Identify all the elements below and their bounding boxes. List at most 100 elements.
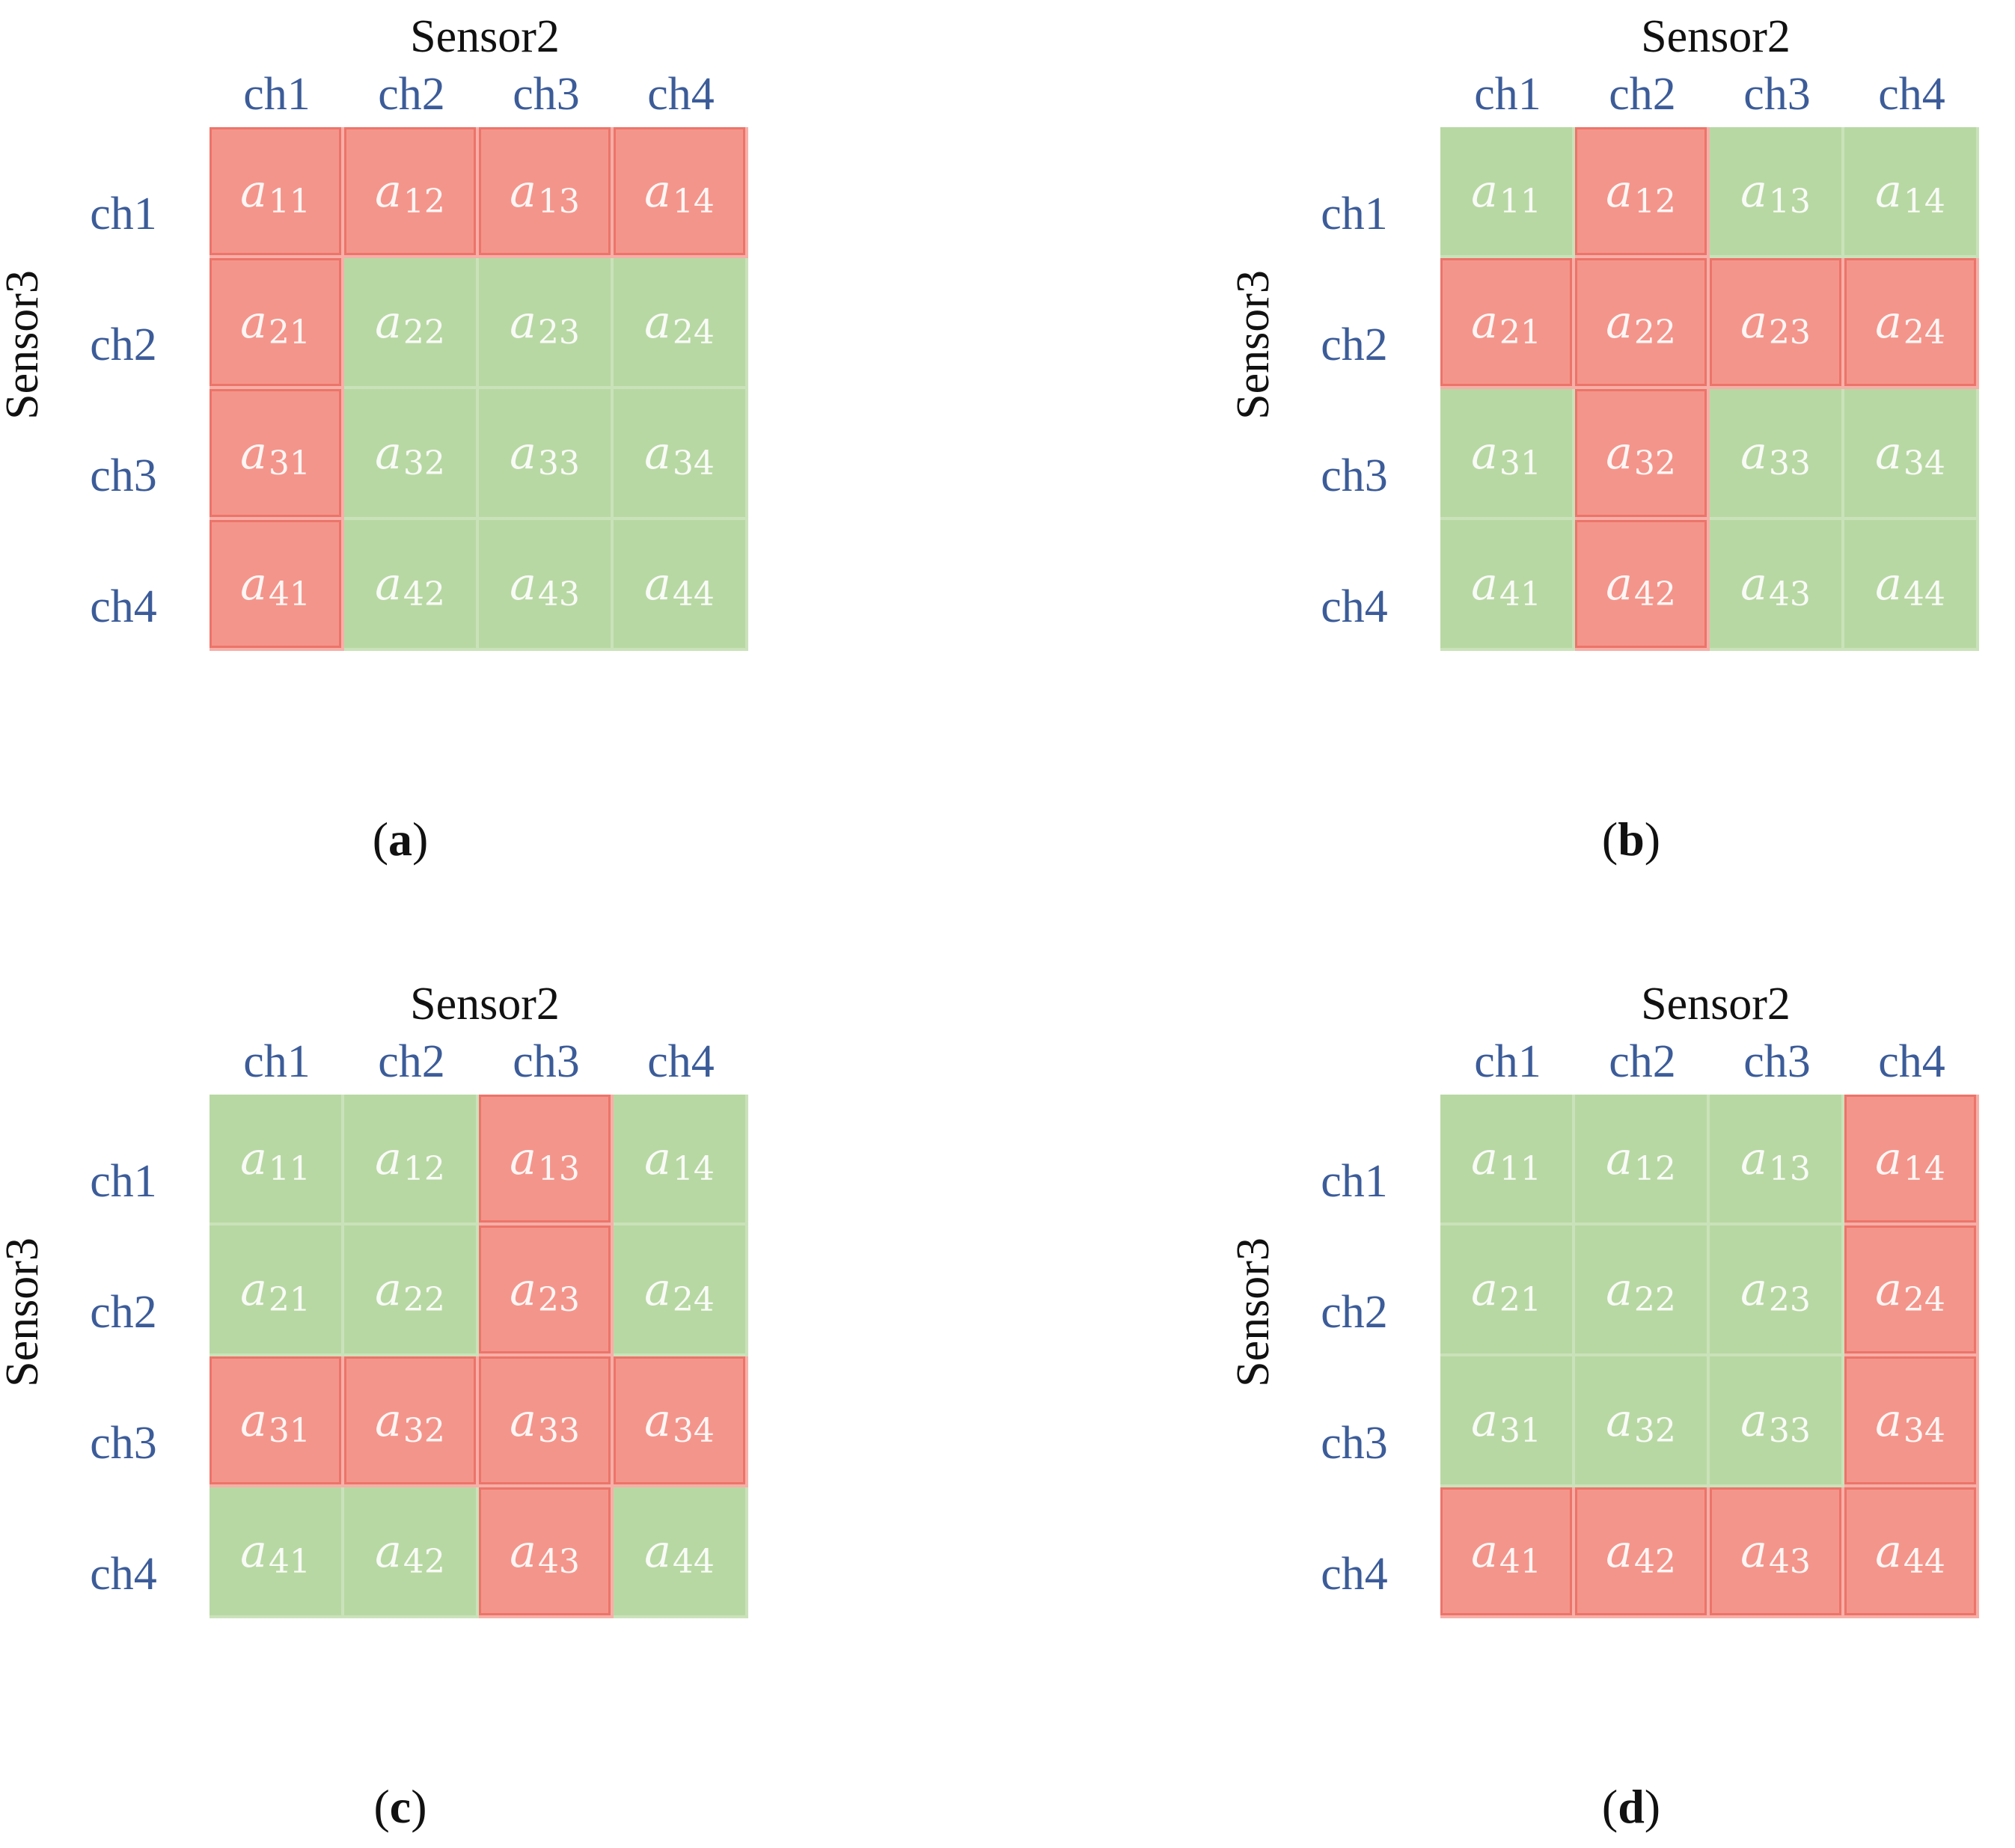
row-label-ch4: ch4 [1321, 581, 1388, 632]
row-label-ch3: ch3 [90, 1418, 157, 1469]
panel-caption: (b) [1549, 816, 1713, 863]
matrix-cell-a44: a 44 [614, 1487, 748, 1618]
row-label-ch2: ch2 [90, 319, 157, 370]
row-label-ch2: ch2 [1321, 319, 1388, 370]
panel-caption: (d) [1549, 1783, 1713, 1831]
row-label-ch3: ch3 [1321, 450, 1388, 501]
cell-subscript: 33 [537, 1411, 580, 1450]
cell-subscript: 32 [1633, 444, 1676, 483]
cell-symbol: a [510, 1394, 536, 1447]
row-label-ch3: ch3 [90, 450, 157, 501]
matrix-cell-a42: a 42 [344, 1487, 479, 1618]
cell-symbol: a [1740, 296, 1767, 349]
cell-symbol: a [644, 296, 671, 349]
matrix-cell-a31: a 31 [1440, 1356, 1575, 1487]
matrix-cell-a12: a 12 [344, 127, 479, 258]
cell-subscript: 24 [1903, 313, 1945, 352]
cell-symbol: a [1471, 296, 1498, 349]
cell-subscript: 44 [1903, 1542, 1945, 1581]
cell-symbol: a [1606, 557, 1633, 611]
cell-subscript: 43 [537, 1542, 580, 1581]
column-label-ch3: ch3 [513, 1036, 580, 1087]
matrix-cell-a43: a 43 [1710, 520, 1844, 651]
column-label-ch1: ch1 [1474, 69, 1541, 120]
cell-symbol: a [240, 296, 267, 349]
cell-subscript: 34 [672, 1411, 715, 1450]
y-axis-sensor-label: Sensor3 [0, 270, 48, 420]
cell-symbol: a [1606, 1394, 1633, 1447]
cell-symbol: a [1471, 1132, 1498, 1185]
column-label-ch3: ch3 [513, 69, 580, 120]
caption-close-paren: ) [411, 1780, 427, 1833]
cell-symbol: a [1471, 1263, 1498, 1316]
matrix-cell-a13: a 13 [1710, 127, 1844, 258]
cell-symbol: a [644, 426, 671, 480]
caption-close-paren: ) [412, 813, 429, 866]
matrix-cell-a22: a 22 [1575, 1226, 1710, 1356]
row-label-ch2: ch2 [1321, 1287, 1388, 1338]
cell-subscript: 12 [403, 1149, 445, 1188]
matrix-cell-a14: a 14 [1844, 1095, 1979, 1226]
x-axis-sensor-label: Sensor2 [1641, 11, 1791, 62]
matrix-cell-a41: a 41 [1440, 520, 1575, 651]
matrix-cell-a33: a 33 [1710, 389, 1844, 520]
cell-symbol: a [1471, 165, 1498, 218]
cell-symbol: a [1606, 1132, 1633, 1185]
cell-symbol: a [375, 557, 402, 611]
cell-subscript: 13 [537, 1149, 580, 1188]
cell-symbol: a [644, 1394, 671, 1447]
column-label-ch1: ch1 [243, 69, 311, 120]
caption-open-paren: ( [1601, 813, 1618, 866]
cell-subscript: 24 [1903, 1280, 1945, 1319]
cell-subscript: 23 [537, 1280, 580, 1319]
cell-symbol: a [1740, 1263, 1767, 1316]
matrix-cell-a42: a 42 [1575, 520, 1710, 651]
x-axis-sensor-label: Sensor2 [1641, 979, 1791, 1029]
cell-subscript: 43 [1768, 575, 1811, 614]
cell-subscript: 32 [403, 444, 445, 483]
cell-symbol: a [1740, 165, 1767, 218]
matrix-cell-a11: a 11 [1440, 1095, 1575, 1226]
cell-subscript: 13 [1768, 1149, 1811, 1188]
cell-subscript: 14 [1903, 182, 1945, 221]
caption-letter: d [1618, 1780, 1645, 1833]
matrix-cell-a13: a 13 [1710, 1095, 1844, 1226]
cell-symbol: a [1471, 1525, 1498, 1578]
cell-subscript: 14 [672, 182, 715, 221]
cell-symbol: a [1875, 1132, 1902, 1185]
cell-subscript: 21 [1499, 313, 1541, 352]
matrix-cell-a44: a 44 [1844, 1487, 1979, 1618]
cell-symbol: a [375, 1132, 402, 1185]
cell-subscript: 33 [1768, 1411, 1811, 1450]
panel-d: Sensor2 Sensor3 ch1 ch1 ch2 ch2 ch3 ch3 ch4 ch4 a 1… [1228, 967, 2015, 1831]
cell-subscript: 23 [1768, 1280, 1811, 1319]
cell-symbol: a [1606, 1525, 1633, 1578]
matrix-grid: a 11 a 12 a 13 a 14 a 21 a 22 a 23 a 24 a 31 a 32 a 33 a 34 a 41 a… [210, 127, 748, 658]
cell-subscript: 13 [537, 182, 580, 221]
cell-symbol: a [240, 1132, 267, 1185]
column-label-ch3: ch3 [1743, 1036, 1811, 1087]
row-label-ch1: ch1 [90, 189, 157, 239]
column-label-ch4: ch4 [1878, 69, 1945, 120]
cell-symbol: a [375, 1525, 402, 1578]
panel-caption: (c) [318, 1783, 483, 1831]
column-label-ch4: ch4 [1878, 1036, 1945, 1087]
caption-close-paren: ) [1644, 1780, 1661, 1833]
matrix-cell-a32: a 32 [344, 1356, 479, 1487]
cell-subscript: 34 [1903, 444, 1945, 483]
cell-symbol: a [240, 165, 267, 218]
cell-symbol: a [1740, 1132, 1767, 1185]
matrix-cell-a24: a 24 [614, 1226, 748, 1356]
cell-symbol: a [510, 1525, 536, 1578]
cell-subscript: 12 [403, 182, 445, 221]
cell-subscript: 31 [1499, 444, 1541, 483]
matrix-cell-a24: a 24 [1844, 1226, 1979, 1356]
column-label-ch1: ch1 [243, 1036, 311, 1087]
matrix-cell-a12: a 12 [1575, 127, 1710, 258]
cell-subscript: 14 [1903, 1149, 1945, 1188]
matrix-cell-a14: a 14 [614, 127, 748, 258]
cell-symbol: a [1471, 426, 1498, 480]
x-axis-sensor-label: Sensor2 [410, 11, 560, 62]
matrix-cell-a22: a 22 [1575, 258, 1710, 389]
cell-subscript: 33 [537, 444, 580, 483]
